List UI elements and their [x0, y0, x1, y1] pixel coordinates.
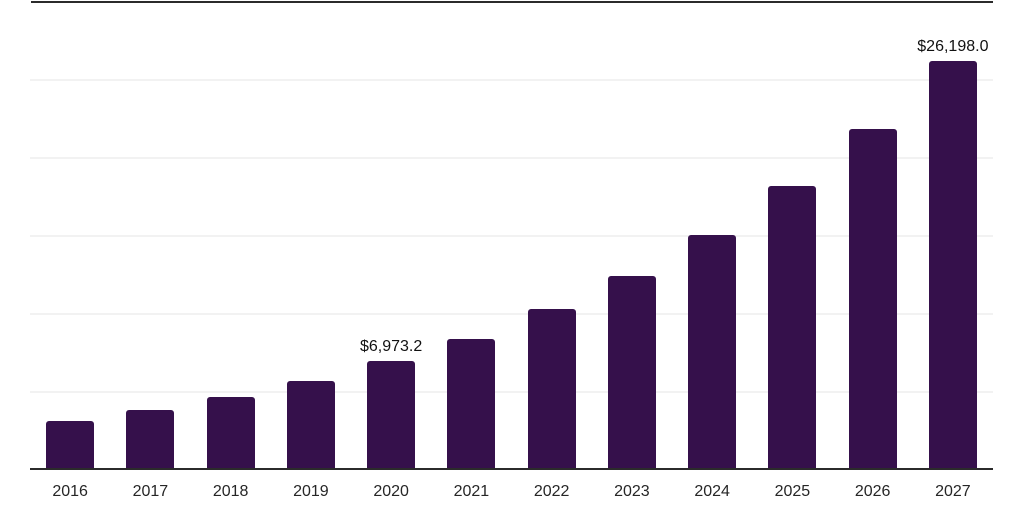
bar-2025 — [768, 186, 817, 470]
x-axis-line — [30, 468, 993, 470]
gridline-25000 — [30, 79, 993, 81]
x-tick-label-2017: 2017 — [132, 483, 169, 500]
x-tick-label-2021: 2021 — [453, 483, 490, 500]
x-tick-label-2024: 2024 — [694, 483, 730, 500]
gridline-15000 — [30, 235, 993, 237]
bar-2019 — [286, 381, 335, 470]
gridline-20000 — [30, 157, 993, 159]
x-tick-label-2019: 2019 — [293, 483, 329, 500]
x-tick-label-2018: 2018 — [212, 483, 249, 500]
x-tick-label-2026: 2026 — [854, 483, 891, 500]
bar-2022 — [527, 308, 576, 470]
x-tick-label-2016: 2016 — [52, 483, 88, 500]
bar-2027 — [928, 61, 977, 470]
value-label-2020: $6,973.2 — [359, 338, 423, 356]
bar-2017 — [126, 410, 175, 470]
bar-2020 — [367, 361, 416, 470]
bar-2024 — [688, 234, 737, 470]
x-axis-labels: 2016 2017 2018 2019 2020 2021 2022 2023 2024 2025… — [30, 483, 993, 507]
bar-2018 — [206, 397, 255, 470]
bar-2023 — [607, 276, 656, 470]
x-tick-label-2027: 2027 — [935, 483, 971, 500]
x-tick-label-2025: 2025 — [774, 483, 811, 500]
bar-2016 — [46, 421, 95, 470]
x-tick-label-2020: 2020 — [373, 483, 409, 500]
plot-top-border — [31, 1, 993, 3]
x-tick-label-2022: 2022 — [533, 483, 570, 500]
bar-2021 — [447, 338, 496, 470]
x-tick-label-2023: 2023 — [614, 483, 650, 500]
value-label-2027: $26,198.0 — [917, 38, 989, 56]
gridline-5000 — [30, 391, 993, 393]
bar-2026 — [848, 128, 897, 470]
gridline-10000 — [30, 313, 993, 315]
plot-area: $6,973.2 $26,198.0 — [30, 2, 993, 470]
